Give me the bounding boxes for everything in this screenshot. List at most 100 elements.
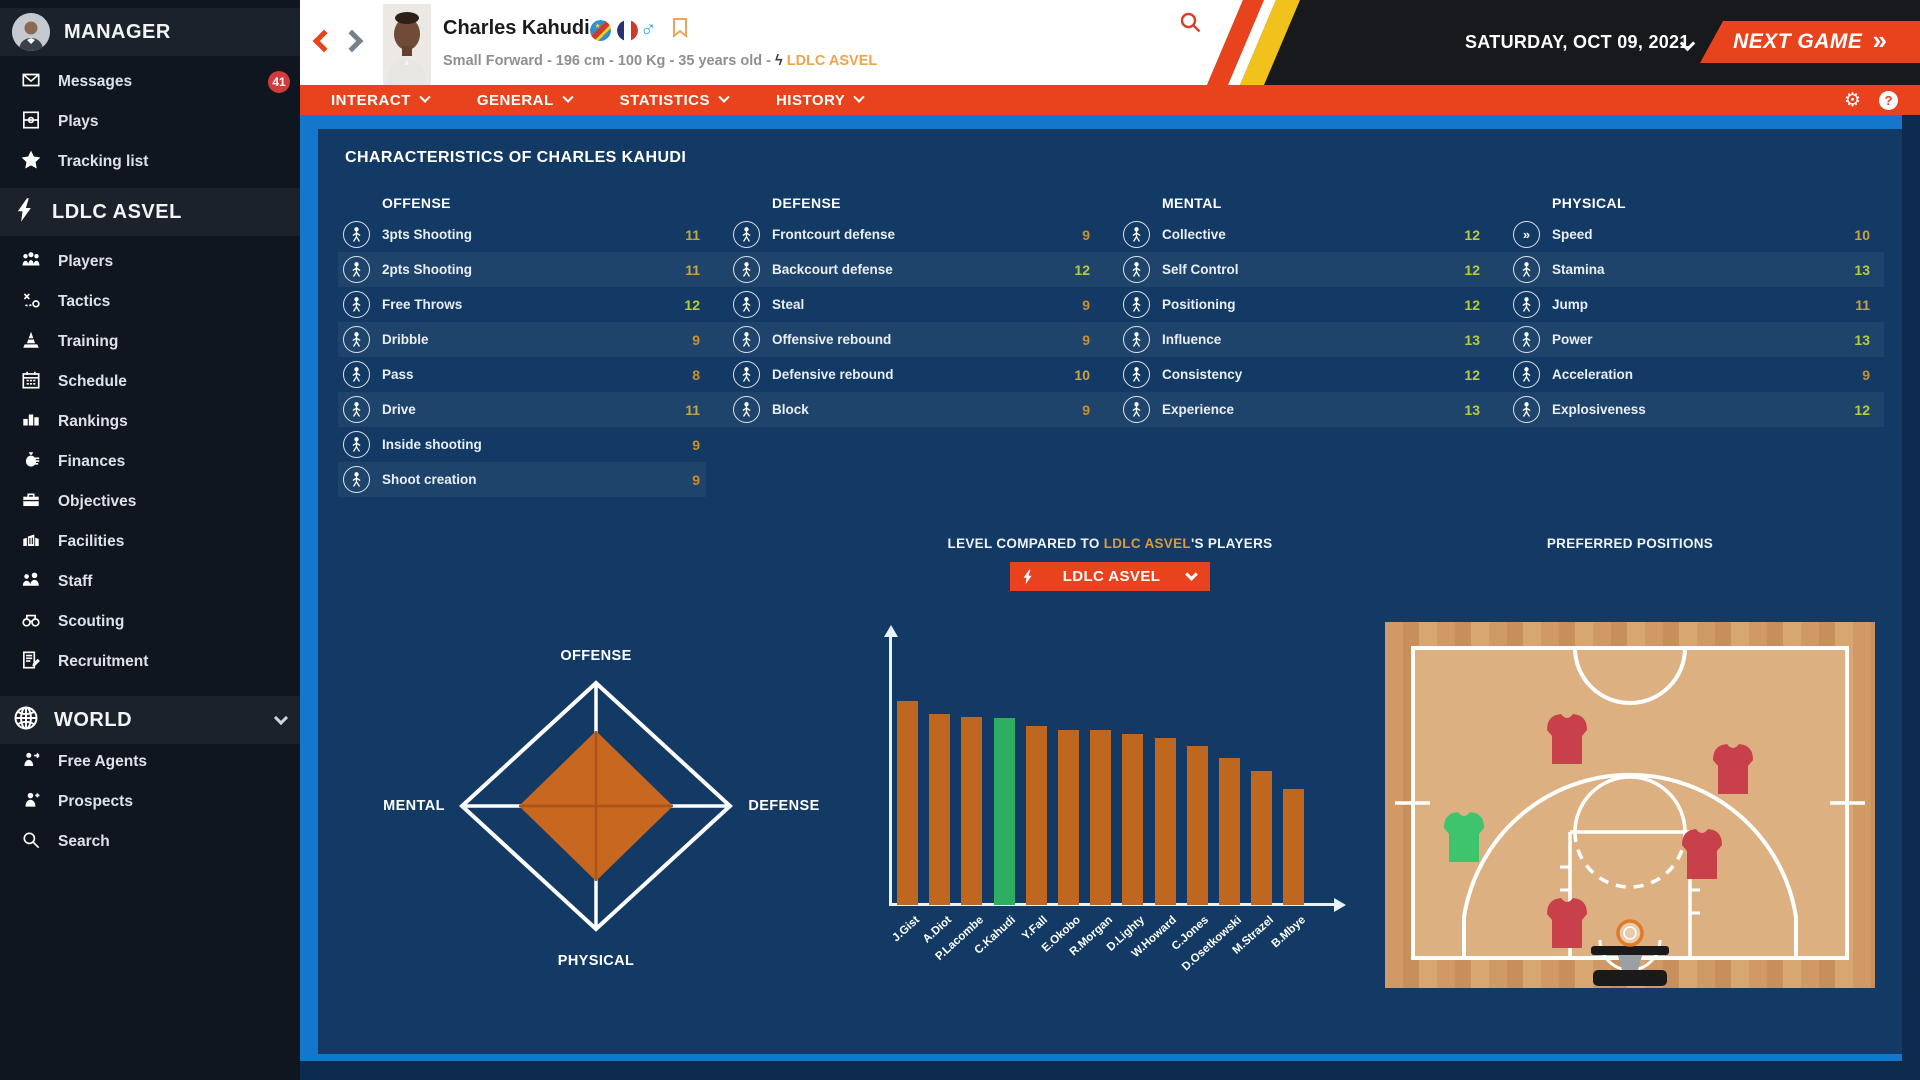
sidebar-item-free-agents[interactable]: Free Agents <box>0 742 300 782</box>
self-control-icon <box>1123 256 1150 283</box>
menu-interact[interactable]: INTERACT <box>331 91 431 109</box>
next-game-button[interactable]: NEXT GAME » <box>1700 21 1920 63</box>
sidebar-item-staff[interactable]: Staff <box>0 562 300 602</box>
bar-a-diot <box>929 714 951 905</box>
sidebar-item-rankings[interactable]: Rankings <box>0 402 300 442</box>
sidebar-world-header[interactable]: WORLD <box>0 696 300 744</box>
free-throws-icon <box>343 291 370 318</box>
header-white-band <box>300 0 1243 85</box>
sidebar-item-finances[interactable]: Finances <box>0 442 300 482</box>
current-date[interactable]: SATURDAY, OCT 09, 2021 <box>1465 32 1690 52</box>
sidebar-item-label: Finances <box>58 453 126 470</box>
attribute-row-free-throws: Free Throws 12 <box>338 287 706 322</box>
bookmark-icon[interactable] <box>672 18 688 43</box>
sidebar-item-objectives[interactable]: Objectives <box>0 482 300 522</box>
sidebar-item-facilities[interactable]: Facilities <box>0 522 300 562</box>
attribute-row-steal: Steal 9 <box>728 287 1096 322</box>
sidebar-item-messages[interactable]: Messages 41 <box>0 62 300 102</box>
sidebar-item-scouting[interactable]: Scouting <box>0 602 300 642</box>
attribute-row-positioning: Positioning 12 <box>1118 287 1486 322</box>
attribute-label: Block <box>772 402 809 417</box>
sidebar-team-header[interactable]: LDLC ASVEL <box>0 188 300 236</box>
bar-y-fall <box>1025 726 1047 905</box>
char-group-mental: MENTAL Collective 12 Self Control 12 Position… <box>1118 129 1486 1054</box>
menu-general[interactable]: GENERAL <box>476 91 574 109</box>
attribute-label: Collective <box>1162 227 1226 242</box>
sidebar-item-plays[interactable]: Plays <box>0 102 300 142</box>
attribute-label: Explosiveness <box>1552 402 1646 417</box>
settings-gear-icon[interactable]: ⚙ <box>1843 89 1861 111</box>
sidebar-item-label: Plays <box>58 113 99 130</box>
attribute-label: Pass <box>382 367 414 382</box>
team-dropdown[interactable]: LDLC ASVEL <box>1010 562 1210 591</box>
attribute-row-explosiveness: Explosiveness 12 <box>1508 392 1876 427</box>
sidebar-item-label: Scouting <box>58 613 125 630</box>
sidebar-item-schedule[interactable]: Schedule <box>0 362 300 402</box>
menu-history[interactable]: HISTORY <box>776 92 865 109</box>
defensive-rebound-icon <box>733 361 760 388</box>
plays-icon <box>20 109 42 136</box>
player-club-link[interactable]: LDLC ASVEL <box>786 53 878 69</box>
pass-icon <box>343 361 370 388</box>
free-agents-icon <box>20 749 42 776</box>
attribute-value: 13 <box>1464 401 1480 418</box>
acceleration-icon <box>1513 361 1540 388</box>
attribute-label: Offensive rebound <box>772 332 892 347</box>
sidebar-item-tracking-list[interactable]: Tracking list <box>0 142 300 182</box>
offensive-rebound-icon <box>733 326 760 353</box>
attribute-row-acceleration: Acceleration 9 <box>1508 357 1876 392</box>
globe-icon <box>12 704 40 737</box>
bar-d-osetkowski <box>1219 758 1240 905</box>
attribute-row-frontcourt-defense: Frontcourt defense 9 <box>728 217 1096 252</box>
attribute-row-jump: Jump 11 <box>1508 287 1876 322</box>
team-lightning-icon <box>1023 569 1032 584</box>
row-stripe <box>338 392 1884 427</box>
attribute-value: 11 <box>1855 296 1870 313</box>
sidebar-manager-header[interactable]: MANAGER <box>0 8 300 56</box>
attribute-label: Positioning <box>1162 297 1236 312</box>
attribute-row-speed: » Speed 10 <box>1508 217 1876 252</box>
sidebar-item-label: Schedule <box>58 373 127 390</box>
sidebar-item-label: Players <box>58 253 114 270</box>
char-group-header: OFFENSE <box>382 195 451 211</box>
bar-j-gist <box>897 701 918 905</box>
attribute-value: 10 <box>1074 366 1090 383</box>
sidebar-item-prospects[interactable]: Prospects <box>0 782 300 822</box>
attribute-value: 9 <box>1082 401 1090 418</box>
char-group-defense: DEFENSE Frontcourt defense 9 Backcourt defe… <box>728 129 1096 1054</box>
help-icon[interactable]: ? <box>1879 90 1898 110</box>
attribute-value: 9 <box>692 331 700 348</box>
sidebar-item-training[interactable]: Training <box>0 322 300 362</box>
position-jersey <box>1547 898 1587 948</box>
menu-statistics[interactable]: STATISTICS <box>620 92 730 109</box>
char-group-header: MENTAL <box>1162 195 1222 211</box>
attribute-row-self-control: Self Control 12 <box>1118 252 1486 287</box>
sidebar-item-tactics[interactable]: Tactics <box>0 282 300 322</box>
attribute-row-2pts-shooting: 2pts Shooting 11 <box>338 252 706 287</box>
menu-label: INTERACT <box>331 91 411 109</box>
attribute-label: Self Control <box>1162 262 1239 277</box>
player-name: Charles Kahudi <box>443 17 590 39</box>
chevron-down-icon <box>419 91 431 103</box>
menu-label: GENERAL <box>476 91 554 109</box>
sidebar-item-label: Tactics <box>58 293 111 310</box>
sidebar-item-players[interactable]: Players <box>0 242 300 282</box>
facilities-icon <box>20 529 42 556</box>
court-diagram <box>1385 622 1875 988</box>
sidebar-item-label: Search <box>58 833 110 850</box>
x-axis <box>889 903 1337 906</box>
sidebar-manager-label: MANAGER <box>64 20 171 43</box>
jump-icon <box>1513 291 1540 318</box>
sidebar-item-recruitment[interactable]: Recruitment <box>0 642 300 682</box>
attribute-label: Dribble <box>382 332 429 347</box>
sidebar-item-search[interactable]: Search <box>0 822 300 862</box>
search-icon[interactable] <box>1178 10 1204 41</box>
attribute-value: 9 <box>1082 331 1090 348</box>
attribute-label: Jump <box>1552 297 1589 312</box>
sidebar-item-label: Prospects <box>58 793 133 810</box>
bar-b-mbye <box>1283 789 1305 905</box>
attribute-value: 9 <box>692 436 700 453</box>
collective-icon <box>1123 221 1150 248</box>
y-axis <box>889 636 892 906</box>
attribute-row-defensive-rebound: Defensive rebound 10 <box>728 357 1096 392</box>
